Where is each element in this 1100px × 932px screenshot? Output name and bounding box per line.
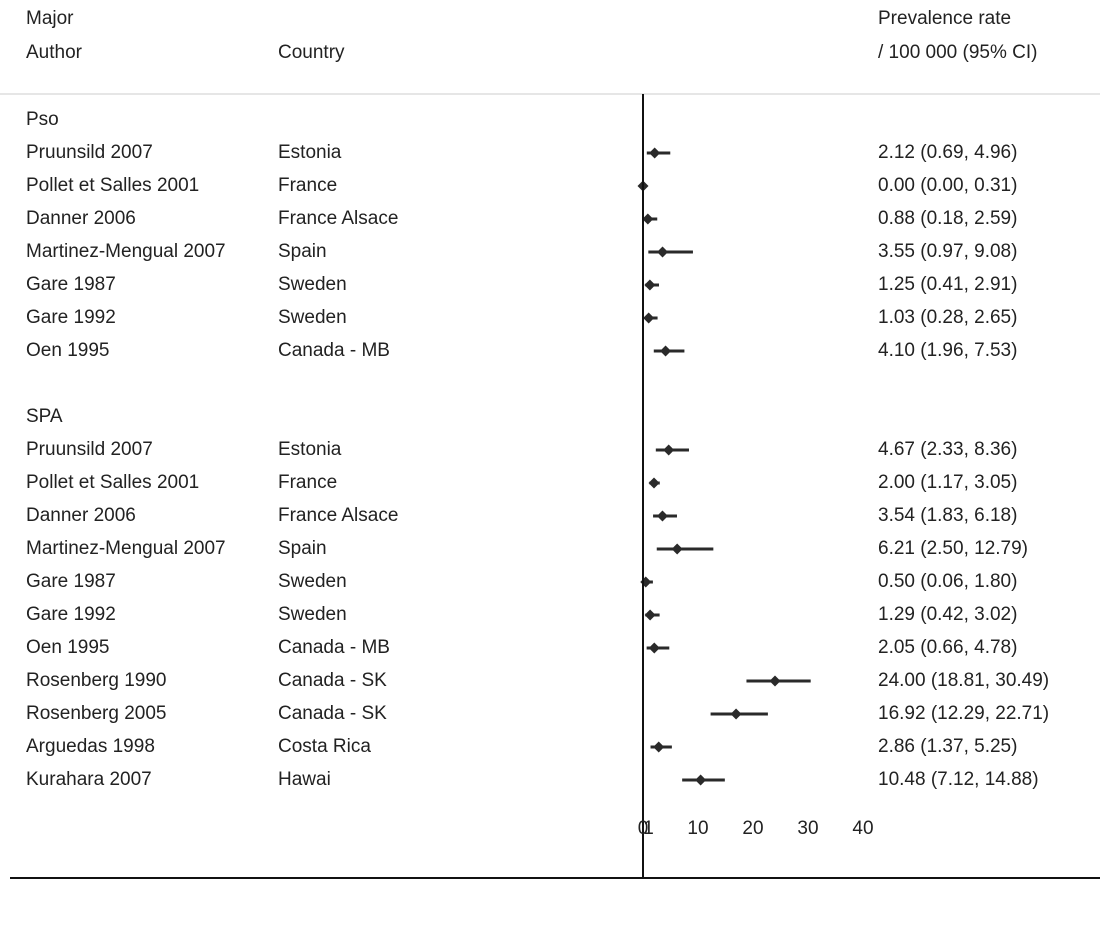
x-tick-label: 0	[638, 818, 649, 839]
country-column-header: Country	[278, 42, 345, 63]
study-estimate-label: 0.50 (0.06, 1.80)	[878, 571, 1018, 592]
x-tick-label: 30	[797, 818, 818, 839]
estimate-marker	[648, 477, 660, 489]
study-author: Rosenberg 2005	[26, 703, 167, 724]
study-author: Danner 2006	[26, 208, 136, 229]
study-author: Gare 1992	[26, 604, 116, 625]
study-country: Spain	[278, 538, 327, 559]
estimate-marker	[656, 510, 668, 522]
study-country: France Alsace	[278, 208, 399, 229]
study-country: Spain	[278, 241, 327, 262]
x-tick-label: 10	[687, 818, 708, 839]
study-estimate-label: 2.12 (0.69, 4.96)	[878, 142, 1018, 163]
study-estimate-label: 3.55 (0.97, 9.08)	[878, 241, 1018, 262]
study-author: Pollet et Salles 2001	[26, 472, 200, 493]
study-author: Martinez-Mengual 2007	[26, 538, 226, 559]
estimate-marker	[648, 642, 660, 654]
study-author: Rosenberg 1990	[26, 670, 167, 691]
major-label: Major	[26, 8, 74, 29]
study-country: Canada - MB	[278, 340, 390, 361]
study-country: Canada - SK	[278, 670, 387, 691]
x-tick-label: 20	[742, 818, 763, 839]
study-estimate-label: 10.48 (7.12, 14.88)	[878, 769, 1039, 790]
study-country: France	[278, 472, 338, 493]
prevalence-label: Prevalence rate	[878, 8, 1012, 29]
estimate-marker	[730, 708, 742, 720]
estimate-marker	[695, 774, 707, 786]
study-estimate-label: 1.25 (0.41, 2.91)	[878, 274, 1018, 295]
group-label: Pso	[26, 109, 59, 130]
study-author: Gare 1987	[26, 274, 116, 295]
study-estimate-label: 1.03 (0.28, 2.65)	[878, 307, 1018, 328]
study-estimate-label: 1.29 (0.42, 3.02)	[878, 604, 1018, 625]
study-author: Pruunsild 2007	[26, 439, 153, 460]
estimate-marker	[644, 279, 656, 291]
prevalence-column-header: / 100 000 (95% CI)	[878, 42, 1038, 63]
group-label: SPA	[26, 406, 63, 427]
study-author: Gare 1992	[26, 307, 116, 328]
study-author: Gare 1987	[26, 571, 116, 592]
study-author: Danner 2006	[26, 505, 136, 526]
study-country: Sweden	[278, 274, 347, 295]
study-author: Martinez-Mengual 2007	[26, 241, 226, 262]
study-estimate-label: 0.00 (0.00, 0.31)	[878, 175, 1018, 196]
study-author: Kurahara 2007	[26, 769, 152, 790]
study-country: Canada - SK	[278, 703, 387, 724]
study-estimate-label: 2.86 (1.37, 5.25)	[878, 736, 1018, 757]
estimate-marker	[643, 312, 655, 324]
estimate-marker	[644, 609, 656, 621]
study-estimate-label: 2.05 (0.66, 4.78)	[878, 637, 1018, 658]
study-country: Estonia	[278, 439, 342, 460]
study-author: Oen 1995	[26, 637, 110, 658]
estimate-marker	[769, 675, 781, 687]
study-estimate-label: 0.88 (0.18, 2.59)	[878, 208, 1018, 229]
study-country: Canada - MB	[278, 637, 390, 658]
study-author: Oen 1995	[26, 340, 110, 361]
study-estimate-label: 4.10 (1.96, 7.53)	[878, 340, 1018, 361]
study-country: France Alsace	[278, 505, 399, 526]
study-estimate-label: 24.00 (18.81, 30.49)	[878, 670, 1050, 691]
estimate-marker	[649, 147, 661, 159]
study-author: Pruunsild 2007	[26, 142, 153, 163]
estimate-marker	[653, 741, 665, 753]
estimate-marker	[671, 543, 683, 555]
study-country: France	[278, 175, 338, 196]
study-author: Pollet et Salles 2001	[26, 175, 200, 196]
study-country: Costa Rica	[278, 736, 371, 757]
study-estimate-label: 6.21 (2.50, 12.79)	[878, 538, 1028, 559]
estimate-marker	[657, 246, 669, 258]
study-country: Sweden	[278, 604, 347, 625]
author-column-header: Author	[26, 42, 82, 63]
study-estimate-label: 3.54 (1.83, 6.18)	[878, 505, 1018, 526]
x-tick-label: 1	[643, 818, 654, 839]
estimate-marker	[660, 345, 672, 357]
study-author: Arguedas 1998	[26, 736, 155, 757]
study-estimate-label: 2.00 (1.17, 3.05)	[878, 472, 1018, 493]
estimate-marker	[663, 444, 675, 456]
study-country: Sweden	[278, 307, 347, 328]
study-country: Estonia	[278, 142, 342, 163]
study-country: Hawai	[278, 769, 331, 790]
estimate-marker	[640, 576, 652, 588]
x-tick-label: 40	[852, 818, 873, 839]
study-estimate-label: 16.92 (12.29, 22.71)	[878, 703, 1050, 724]
estimate-marker	[642, 213, 654, 225]
study-country: Sweden	[278, 571, 347, 592]
study-estimate-label: 4.67 (2.33, 8.36)	[878, 439, 1018, 460]
